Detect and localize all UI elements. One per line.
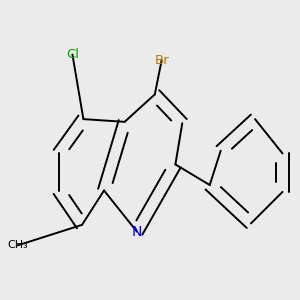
Text: Br: Br xyxy=(154,54,169,67)
Text: CH₃: CH₃ xyxy=(7,240,28,250)
Text: N: N xyxy=(132,225,142,239)
Text: Cl: Cl xyxy=(66,48,79,61)
